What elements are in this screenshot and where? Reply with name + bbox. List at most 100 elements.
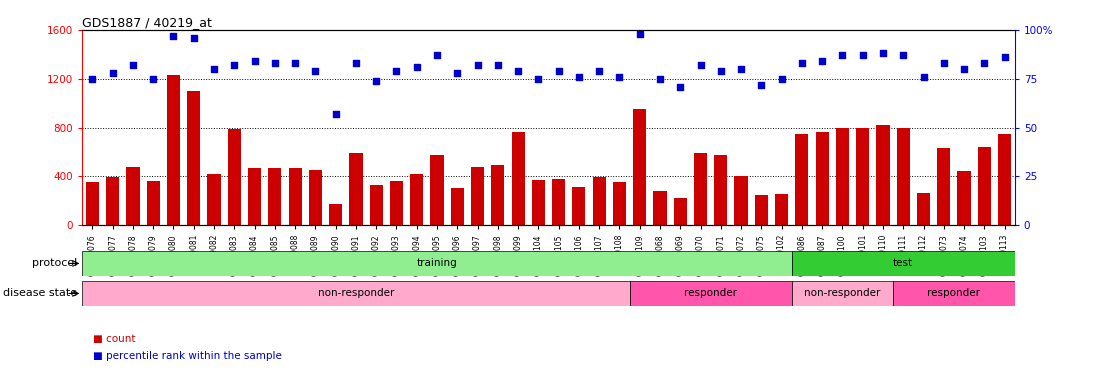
Point	[874, 50, 892, 56]
Point	[124, 62, 142, 68]
Bar	[82, 281, 630, 306]
Bar	[511, 132, 524, 225]
Bar	[592, 177, 606, 225]
Bar	[410, 174, 423, 225]
Point	[408, 64, 426, 70]
Bar	[774, 194, 789, 225]
Bar	[958, 171, 971, 225]
Point	[712, 68, 730, 74]
Bar	[207, 174, 220, 225]
Point	[692, 62, 710, 68]
Point	[671, 84, 689, 90]
Point	[104, 70, 122, 76]
Text: training: training	[417, 258, 457, 268]
Bar	[329, 204, 342, 225]
Point	[347, 60, 364, 66]
Point	[772, 76, 790, 82]
Bar	[836, 128, 849, 225]
Bar	[82, 251, 792, 276]
Bar	[430, 155, 443, 225]
Bar	[856, 128, 869, 225]
Point	[652, 76, 669, 82]
Bar	[228, 129, 241, 225]
Bar	[308, 170, 323, 225]
Text: disease state: disease state	[2, 288, 77, 298]
Bar	[877, 125, 890, 225]
Point	[793, 60, 811, 66]
Point	[733, 66, 750, 72]
Point	[509, 68, 527, 74]
Point	[83, 76, 101, 82]
Bar	[896, 128, 909, 225]
Point	[226, 62, 244, 68]
Point	[813, 58, 830, 64]
Point	[631, 31, 648, 37]
Point	[428, 53, 445, 58]
Text: non-responder: non-responder	[804, 288, 881, 298]
Point	[915, 74, 932, 80]
Bar	[893, 281, 1015, 306]
Bar	[552, 179, 565, 225]
Bar	[694, 153, 708, 225]
Bar	[106, 177, 120, 225]
Bar	[674, 198, 687, 225]
Point	[185, 35, 203, 41]
Text: responder: responder	[685, 288, 737, 298]
Bar	[389, 181, 403, 225]
Bar	[937, 148, 950, 225]
Point	[306, 68, 324, 74]
Point	[894, 53, 912, 58]
Bar	[815, 132, 828, 225]
Bar	[269, 168, 282, 225]
Bar	[289, 168, 302, 225]
Point	[367, 78, 385, 84]
Point	[570, 74, 588, 80]
Bar	[654, 191, 667, 225]
Bar	[370, 185, 383, 225]
Point	[246, 58, 263, 64]
Point	[955, 66, 973, 72]
Text: protocol: protocol	[32, 258, 77, 268]
Bar	[167, 75, 180, 225]
Point	[996, 54, 1014, 60]
Bar	[630, 281, 792, 306]
Bar	[147, 181, 160, 225]
Point	[165, 33, 182, 39]
Text: ■ percentile rank within the sample: ■ percentile rank within the sample	[93, 351, 282, 361]
Point	[267, 60, 284, 66]
Bar	[532, 180, 545, 225]
Bar	[998, 134, 1011, 225]
Point	[834, 53, 851, 58]
Point	[590, 68, 608, 74]
Bar	[248, 168, 261, 225]
Point	[975, 60, 993, 66]
Point	[449, 70, 466, 76]
Point	[327, 111, 344, 117]
Text: GDS1887 / 40219_at: GDS1887 / 40219_at	[82, 16, 212, 29]
Point	[387, 68, 405, 74]
Bar	[714, 155, 727, 225]
Bar	[755, 195, 768, 225]
Bar	[491, 165, 505, 225]
Bar	[613, 182, 626, 225]
Bar	[792, 251, 1015, 276]
Point	[205, 66, 223, 72]
Point	[935, 60, 952, 66]
Bar	[633, 109, 646, 225]
Bar	[349, 153, 362, 225]
Point	[468, 62, 486, 68]
Bar	[86, 182, 99, 225]
Bar	[126, 166, 139, 225]
Bar	[735, 176, 748, 225]
Text: test: test	[893, 258, 914, 268]
Bar	[573, 187, 586, 225]
Point	[611, 74, 629, 80]
Bar	[977, 147, 991, 225]
Point	[145, 76, 162, 82]
Bar	[792, 281, 893, 306]
Point	[550, 68, 567, 74]
Point	[853, 53, 871, 58]
Text: responder: responder	[927, 288, 981, 298]
Text: non-responder: non-responder	[318, 288, 394, 298]
Text: ■ count: ■ count	[93, 334, 136, 344]
